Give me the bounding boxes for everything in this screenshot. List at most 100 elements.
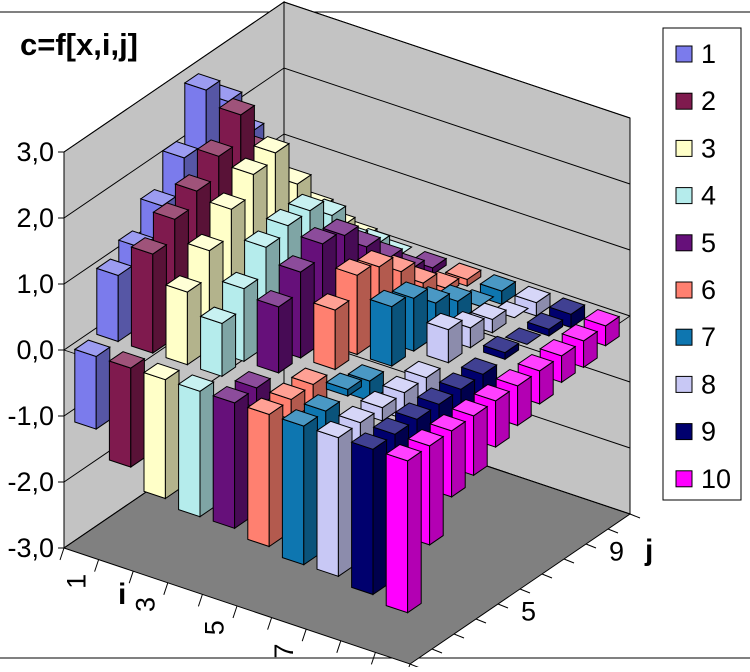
j-tick-mark	[454, 634, 464, 638]
bar-front-face	[282, 419, 303, 565]
bar-series-4-j1	[179, 375, 214, 517]
j-tick-mark	[498, 604, 508, 608]
bar-series-4-j2	[201, 307, 236, 376]
bar-side-face	[165, 370, 179, 498]
bar-series-2-j2	[131, 238, 166, 353]
bar-series-10-j1	[386, 445, 421, 613]
bar-front-face	[386, 454, 407, 613]
bar-side-face	[279, 298, 293, 373]
i-tick-mark	[95, 560, 99, 572]
bar-series-8-j6	[427, 313, 462, 362]
bar-front-face	[352, 442, 373, 594]
legend-swatch	[676, 188, 692, 204]
bar-side-face	[301, 263, 315, 358]
bar-front-face	[109, 361, 130, 467]
bar-side-face	[187, 283, 201, 365]
bar-side-face	[430, 437, 444, 545]
bar-series-2-j1	[109, 352, 144, 467]
bar-front-face	[248, 407, 269, 546]
bar-side-face	[408, 452, 422, 613]
j-tick-mark	[476, 619, 486, 623]
z-tick-label: 1,0	[16, 269, 54, 299]
bar-side-face	[392, 297, 406, 366]
bar-front-face	[97, 268, 118, 341]
j-tick-mark	[630, 514, 640, 518]
i-tick-mark	[129, 571, 133, 583]
bar-series-5-j1	[213, 387, 248, 529]
z-tick-label: -3,0	[7, 533, 54, 563]
bar-front-face	[201, 316, 222, 376]
bar-side-face	[269, 405, 283, 546]
bar-side-face	[153, 245, 167, 353]
bar-front-face	[257, 300, 278, 373]
bar-front-face	[166, 285, 187, 365]
bar-series-1-j1	[75, 340, 110, 429]
bar-side-face	[244, 279, 258, 361]
bar-side-face	[335, 301, 349, 370]
legend-label: 5	[701, 228, 716, 258]
legend-label: 3	[701, 133, 716, 163]
bar-side-face	[452, 422, 466, 497]
legend-swatch	[676, 424, 692, 440]
bar-front-face	[144, 373, 165, 499]
j-tick-mark	[586, 544, 596, 548]
j-tick-mark	[520, 589, 530, 593]
legend-label: 6	[701, 275, 716, 305]
i-tick-mark	[198, 594, 202, 606]
bar-front-face	[213, 396, 234, 529]
bar-series-1-j2	[97, 259, 132, 341]
bar-series-3-j1	[144, 363, 179, 498]
bar-side-face	[304, 417, 318, 565]
legend-swatch	[676, 282, 692, 298]
bar-side-face	[414, 289, 428, 351]
z-tick-label: 0,0	[16, 335, 54, 365]
i-tick-mark	[164, 583, 168, 595]
legend-label: 7	[701, 322, 716, 352]
z-tick-label: -1,0	[7, 401, 54, 431]
bar-series-3-j2	[166, 276, 201, 365]
bar-front-face	[75, 349, 96, 429]
bar-series-7-j1	[282, 410, 317, 565]
i-tick-mark	[337, 641, 341, 653]
legend-swatch	[676, 471, 692, 487]
j-tick-mark	[432, 649, 442, 653]
bar-front-face	[317, 431, 338, 577]
x-axis-title: i	[118, 578, 126, 611]
bar-series-7-j5	[370, 290, 405, 366]
j-tick-mark	[608, 529, 618, 533]
chart-title: c=f[x,i,j]	[20, 27, 138, 62]
legend-swatch	[676, 329, 692, 345]
bar-front-face	[131, 247, 152, 353]
i-tick-label: 7	[269, 643, 299, 658]
bar-side-face	[222, 314, 236, 376]
bar-side-face	[235, 394, 249, 529]
bar-front-face	[370, 300, 391, 367]
i-tick-label: 1	[61, 574, 91, 589]
bar-series-6-j4	[314, 294, 349, 370]
bar-side-face	[338, 428, 352, 576]
i-tick-mark	[302, 629, 306, 641]
bar-series-6-j1	[248, 398, 283, 546]
bar-front-face	[314, 303, 335, 370]
bar-series-5-j3	[257, 291, 292, 373]
j-tick-mark	[564, 559, 574, 563]
j-tick-label: 5	[521, 597, 536, 627]
legend-label: 2	[701, 86, 716, 116]
z-tick-label: 3,0	[16, 137, 54, 167]
i-tick-label: 5	[200, 620, 230, 635]
bar-side-face	[200, 382, 214, 517]
legend-swatch	[676, 376, 692, 392]
legend-label: 4	[701, 181, 716, 211]
i-tick-mark	[60, 548, 64, 560]
legend-label: 10	[701, 464, 731, 494]
y-axis-title: j	[644, 534, 653, 567]
legend-label: 1	[701, 39, 716, 69]
bar-side-face	[118, 266, 132, 341]
z-tick-label: -2,0	[7, 467, 54, 497]
legend-swatch	[676, 235, 692, 251]
z-tick-label: 2,0	[16, 203, 54, 233]
bar-side-face	[131, 359, 145, 467]
legend-swatch	[676, 140, 692, 156]
